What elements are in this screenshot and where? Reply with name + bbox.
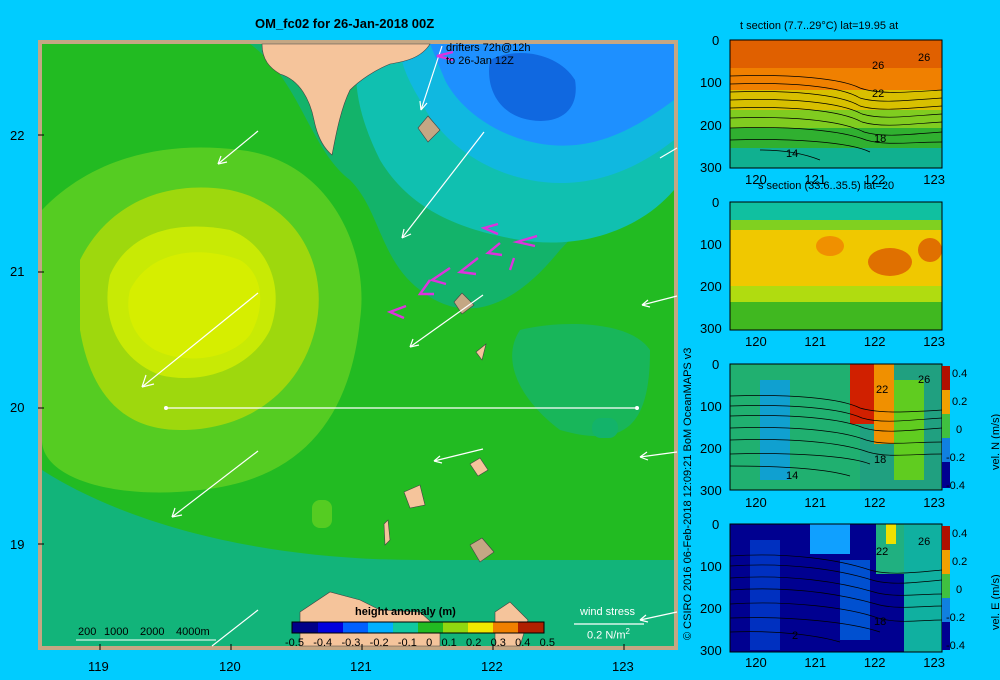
lon-tick: 121 bbox=[350, 659, 372, 674]
contour-label: 22 bbox=[876, 546, 889, 558]
veln-colorbar bbox=[942, 366, 950, 488]
e-y-tick: 200 bbox=[700, 601, 722, 616]
lon-tick: 119 bbox=[88, 659, 109, 674]
map-title: OM_fc02 for 26-Jan-2018 00Z bbox=[255, 16, 435, 31]
veln-cb-tick: 0.4 bbox=[952, 368, 968, 380]
s-y-tick: 100 bbox=[700, 237, 722, 252]
drifters-label: to 26-Jan 12Z bbox=[446, 55, 514, 67]
n-y-tick: 300 bbox=[700, 483, 722, 498]
drifter-tracks bbox=[386, 50, 538, 320]
e-y-tick: 300 bbox=[700, 643, 722, 658]
t-y-tick: 200 bbox=[700, 118, 722, 133]
colorbar-title: height anomaly (m) bbox=[355, 606, 456, 618]
depth-legend-1000: 1000 bbox=[104, 626, 129, 638]
lat-tick: 20 bbox=[10, 400, 25, 415]
map-ticks bbox=[38, 134, 625, 650]
vele-cb-tick: 0.2 bbox=[952, 556, 968, 568]
s-section-panel bbox=[729, 201, 943, 331]
contour-label: 2 bbox=[792, 630, 799, 642]
vele-section-panel bbox=[729, 523, 950, 653]
s-x-ticks: 120 121 122 123 bbox=[745, 334, 945, 349]
contour-label: 26 bbox=[872, 60, 885, 72]
height-colorbar bbox=[291, 621, 545, 634]
s-y-tick: 0 bbox=[712, 195, 720, 210]
t-y-tick: 300 bbox=[700, 160, 722, 175]
e-y-tick: 0 bbox=[712, 517, 720, 532]
n-y-tick: 100 bbox=[700, 399, 722, 414]
t-y-tick: 0 bbox=[712, 33, 720, 48]
main-map bbox=[38, 40, 678, 650]
wind-arrows bbox=[141, 45, 678, 647]
wind-stress-scale: 0.2 N/m2 bbox=[587, 627, 630, 642]
section-panels bbox=[729, 39, 950, 653]
colorbar-ticks: -0.5 -0.4 -0.3 -0.2 -0.1 0 0.1 0.2 0.3 0.4 0.… bbox=[285, 637, 555, 649]
drifters-label: drifters 72h@12h bbox=[446, 42, 531, 54]
vele-cb-tick: 0 bbox=[956, 584, 963, 596]
veln-cb-label: vel. N (m/s) bbox=[990, 413, 1000, 470]
n-x-ticks: 120 121 122 123 bbox=[745, 495, 945, 510]
lat-tick: 21 bbox=[10, 264, 25, 279]
depth-legend-4000: 4000m bbox=[176, 626, 210, 638]
vele-cb-tick: -0.4 bbox=[946, 640, 965, 652]
veln-cb-tick: 0 bbox=[956, 424, 963, 436]
lat-tick: 19 bbox=[10, 537, 25, 552]
t-section-panel bbox=[729, 39, 943, 169]
lon-tick: 123 bbox=[612, 659, 634, 674]
contour-label: 14 bbox=[786, 470, 799, 482]
height-anomaly-field bbox=[42, 44, 674, 646]
contour-label: 18 bbox=[874, 133, 887, 145]
vele-cb-tick: -0.2 bbox=[946, 612, 965, 624]
s-y-tick: 200 bbox=[700, 279, 722, 294]
lon-tick: 122 bbox=[481, 659, 503, 674]
vele-colorbar bbox=[942, 526, 950, 650]
veln-cb-tick: 0.2 bbox=[952, 396, 968, 408]
e-x-ticks: 120 121 122 123 bbox=[745, 655, 945, 670]
wind-stress-label: wind stress bbox=[580, 606, 636, 618]
n-y-tick: 0 bbox=[712, 357, 720, 372]
depth-legend-2000: 2000 bbox=[140, 626, 165, 638]
veln-section-panel bbox=[729, 363, 950, 491]
veln-cb-tick: -0.2 bbox=[946, 452, 965, 464]
n-y-tick: 200 bbox=[700, 441, 722, 456]
contour-label: 22 bbox=[876, 384, 889, 396]
contour-label: 22 bbox=[872, 88, 885, 100]
e-y-tick: 100 bbox=[700, 559, 722, 574]
vele-cb-tick: 0.4 bbox=[952, 528, 968, 540]
t-section-title: t section (7.7..29°C) lat=19.95 at bbox=[740, 20, 899, 32]
s-section-title: s section (33.6..35.5) lat=20 bbox=[758, 180, 895, 192]
contour-label: 26 bbox=[918, 374, 931, 386]
vele-cb-label: vel. E (m/s) bbox=[990, 574, 1000, 630]
lon-tick: 120 bbox=[219, 659, 241, 674]
contour-label: 18 bbox=[874, 616, 887, 628]
lat-tick: 22 bbox=[10, 128, 25, 143]
contour-label: 18 bbox=[874, 454, 887, 466]
contour-label: 14 bbox=[786, 148, 799, 160]
contour-label: 26 bbox=[918, 52, 931, 64]
t-x-ticks: 120 121 122 123 bbox=[745, 172, 945, 187]
veln-cb-tick: -0.4 bbox=[946, 480, 965, 492]
depth-legend-200: 200 bbox=[78, 626, 97, 638]
s-y-tick: 300 bbox=[700, 321, 722, 336]
contour-label: 26 bbox=[918, 536, 931, 548]
t-y-tick: 100 bbox=[700, 75, 722, 90]
